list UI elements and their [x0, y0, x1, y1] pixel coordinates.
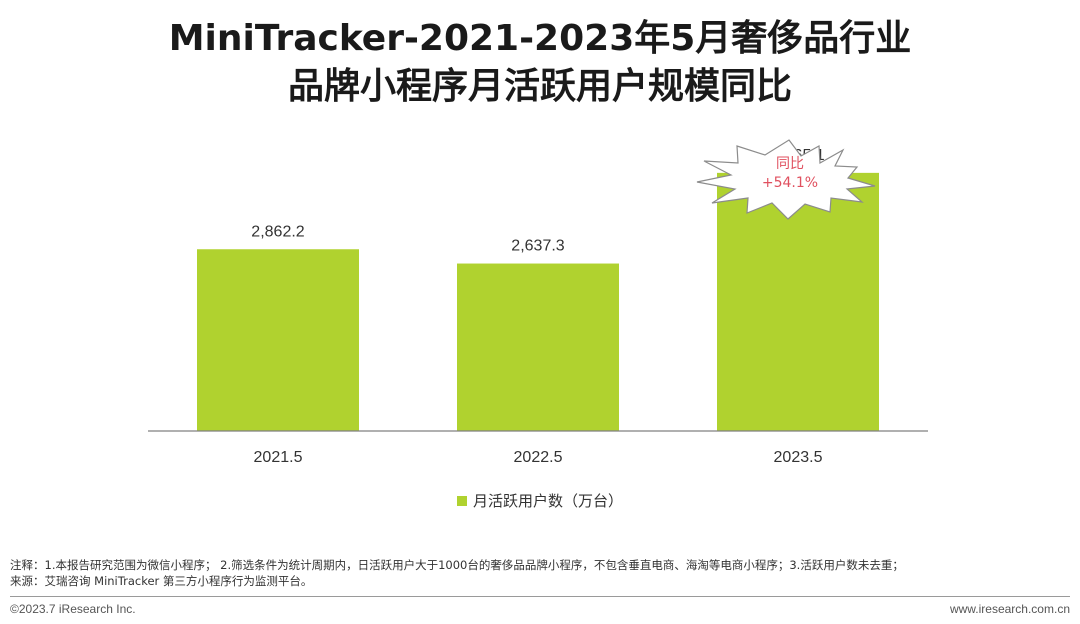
data-label: 2,862.2: [251, 223, 304, 240]
legend-swatch: [456, 496, 467, 506]
bar-2023.5: [717, 172, 879, 431]
copyright-text: ©2023.7 iResearch Inc.: [10, 602, 136, 616]
x-tick-label: 2023.5: [774, 449, 823, 466]
bar-2022.5: [457, 263, 619, 431]
footer-divider: [10, 596, 1070, 597]
chart-title-line2: 品牌小程序月活跃用户规模同比: [287, 66, 792, 107]
starburst-shape: [696, 139, 876, 220]
legend-label: 月活跃用户数（万台）: [472, 492, 623, 510]
source-text: 来源：艾瑞咨询 MiniTracker 第三方小程序行为监测平台。: [10, 574, 313, 588]
note-text: 注释：1.本报告研究范围为微信小程序； 2.筛选条件为统计周期内，日活跃用户大于…: [10, 558, 904, 572]
annotation-value: +54.1%: [762, 175, 818, 191]
legend: 月活跃用户数（万台）: [0, 490, 1080, 511]
x-tick-label: 2022.5: [514, 449, 563, 466]
data-label: 2,637.3: [511, 238, 564, 255]
website-url: www.iresearch.com.cn: [949, 602, 1070, 616]
x-tick-label: 2021.5: [254, 449, 303, 466]
chart-title-line1: MiniTracker-2021-2023年5月奢侈品行业: [168, 18, 912, 59]
yoy-annotation: 同比 +54.1%: [696, 139, 876, 220]
annotation-label: 同比: [776, 156, 804, 172]
bar-2021.5: [197, 249, 359, 431]
